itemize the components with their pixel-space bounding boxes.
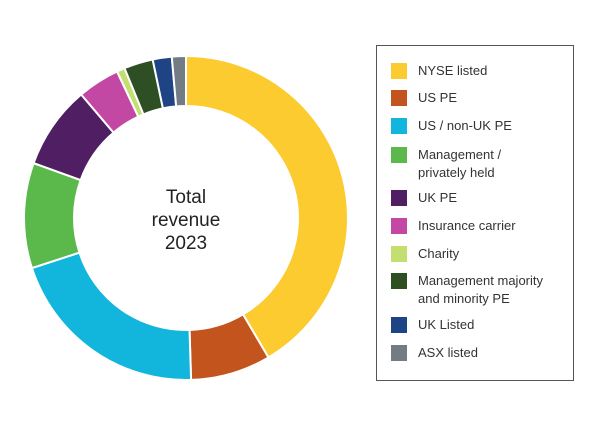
legend-label-line: ASX listed [418, 345, 478, 360]
donut-slices [23, 54, 349, 381]
legend-swatch [391, 273, 407, 289]
legend-label-line: UK Listed [418, 317, 475, 332]
slice-asx-listed [170, 54, 187, 108]
legend-swatch [391, 345, 407, 361]
legend-label: Management majority and minority PE [418, 272, 543, 308]
legend-label-line: privately held [418, 165, 495, 180]
legend-item-asx-listed: ASX listed [391, 344, 569, 362]
slice-nyse-listed [185, 54, 349, 359]
legend-label: ASX listed [418, 344, 478, 362]
legend-label: US PE [418, 89, 457, 107]
legend-label: Management / privately held [418, 146, 501, 182]
legend-label-line: UK PE [418, 190, 458, 205]
legend: NYSE listed US PE US / non-UK PE Management… [376, 45, 574, 381]
legend-item-uk-pe: UK PE [391, 189, 569, 207]
legend-label: UK Listed [418, 316, 474, 334]
legend-label-line: Management majority [418, 273, 543, 288]
legend-swatch [391, 90, 407, 106]
legend-label-line: and minority PE [418, 291, 510, 306]
legend-label-line: US / non-UK PE [418, 118, 512, 133]
legend-label-line: Insurance carrier [418, 218, 516, 233]
legend-item-charity: Charity [391, 245, 569, 263]
slice-us-non-uk-pe [30, 251, 193, 381]
legend-label: NYSE listed [418, 62, 487, 80]
legend-item-management-majority-and-minority-pe: Management majority and minority PE [391, 272, 569, 308]
legend-swatch [391, 218, 407, 234]
legend-label-line: Charity [418, 246, 460, 261]
legend-label-line: NYSE listed [418, 63, 488, 78]
center-label-line-1: Total [166, 187, 206, 208]
legend-swatch [391, 147, 407, 163]
legend-item-insurance-carrier: Insurance carrier [391, 217, 569, 235]
legend-item-us-non-uk-pe: US / non-UK PE [391, 117, 569, 135]
legend-swatch [391, 317, 407, 333]
center-label-line-2: revenue [152, 210, 221, 231]
legend-item-us-pe: US PE [391, 89, 569, 107]
legend-swatch [391, 190, 407, 206]
legend-label-line: Management / [418, 147, 502, 162]
legend-label: Insurance carrier [418, 217, 516, 235]
legend-item-uk-listed: UK Listed [391, 316, 569, 334]
legend-label-line: US PE [418, 90, 458, 105]
slice-management-privately-held [23, 161, 82, 270]
center-label-line-3: 2023 [165, 233, 207, 254]
legend-swatch [391, 63, 407, 79]
legend-swatch [391, 246, 407, 262]
legend-label: US / non-UK PE [418, 117, 512, 135]
legend-item-management-privately-held: Management / privately held [391, 146, 569, 182]
legend-swatch [391, 118, 407, 134]
legend-item-nyse-listed: NYSE listed [391, 62, 569, 80]
legend-label: UK PE [418, 189, 457, 207]
legend-label: Charity [418, 245, 459, 263]
